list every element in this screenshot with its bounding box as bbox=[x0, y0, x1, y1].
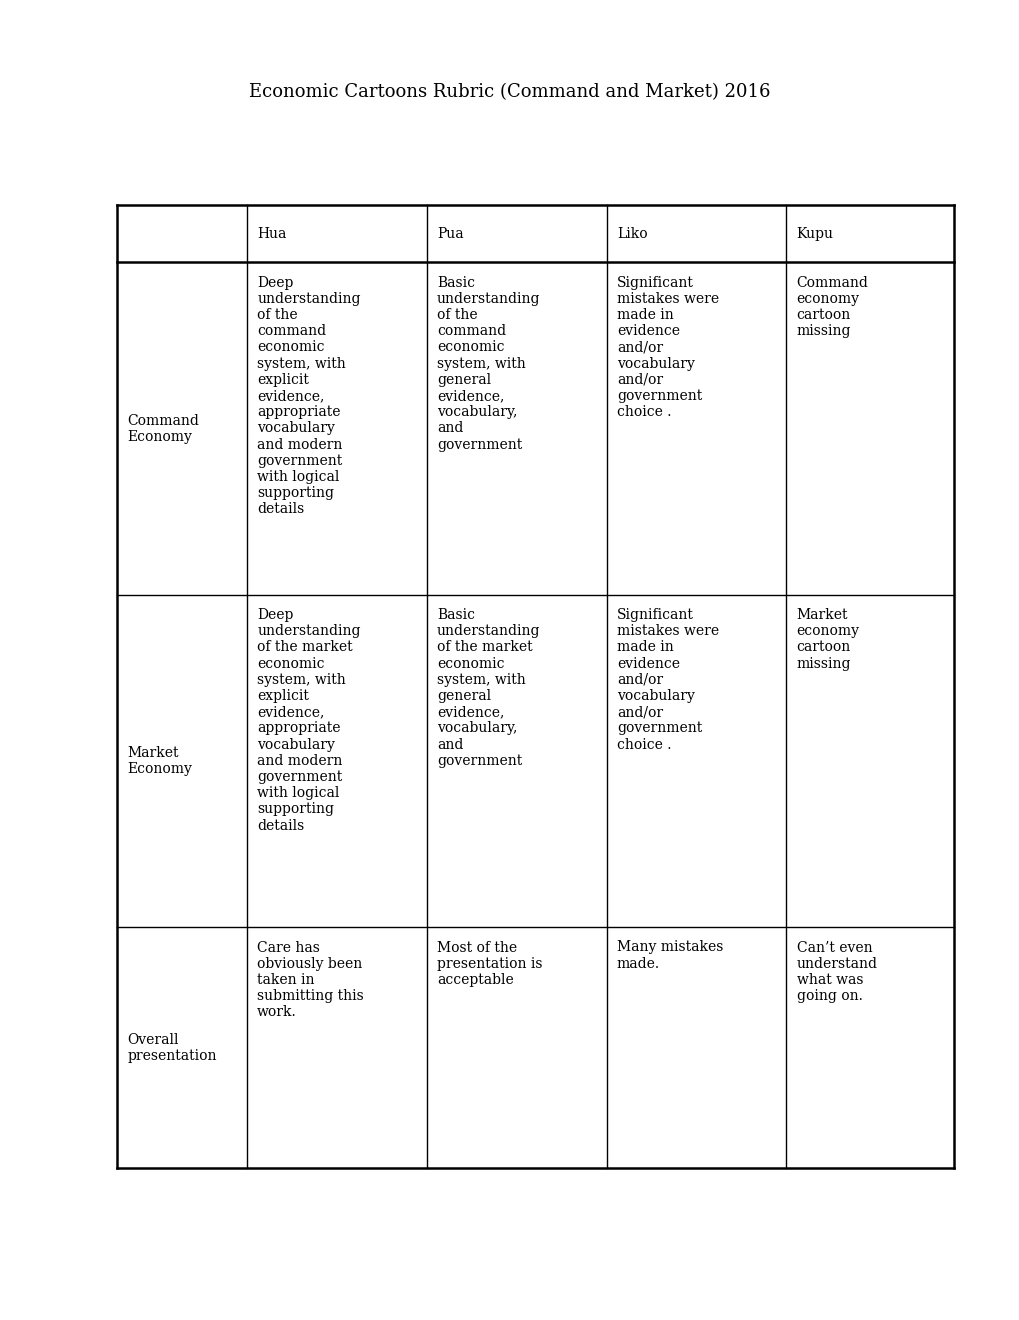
Text: Economic Cartoons Rubric (Command and Market) 2016: Economic Cartoons Rubric (Command and Ma… bbox=[249, 83, 770, 102]
Text: Basic
understanding
of the market
economic
system, with
general
evidence,
vocabu: Basic understanding of the market econom… bbox=[436, 609, 540, 768]
Text: Deep
understanding
of the market
economic
system, with
explicit
evidence,
approp: Deep understanding of the market economi… bbox=[257, 609, 361, 833]
Text: Market
economy
cartoon
missing: Market economy cartoon missing bbox=[796, 609, 859, 671]
Text: Significant
mistakes were
made in
evidence
and/or
vocabulary
and/or
government
c: Significant mistakes were made in eviden… bbox=[616, 276, 718, 420]
Text: Many mistakes
made.: Many mistakes made. bbox=[616, 940, 722, 970]
Text: Liko: Liko bbox=[616, 227, 647, 240]
Text: Hua: Hua bbox=[257, 227, 286, 240]
Text: Command
Economy: Command Economy bbox=[127, 413, 199, 444]
Text: Deep
understanding
of the
command
economic
system, with
explicit
evidence,
appro: Deep understanding of the command econom… bbox=[257, 276, 361, 516]
Text: Significant
mistakes were
made in
evidence
and/or
vocabulary
and/or
government
c: Significant mistakes were made in eviden… bbox=[616, 609, 718, 751]
Text: Most of the
presentation is
acceptable: Most of the presentation is acceptable bbox=[436, 940, 542, 987]
Text: Care has
obviously been
taken in
submitting this
work.: Care has obviously been taken in submitt… bbox=[257, 940, 364, 1019]
Text: Kupu: Kupu bbox=[796, 227, 833, 240]
Text: Market
Economy: Market Economy bbox=[127, 746, 193, 776]
Text: Can’t even
understand
what was
going on.: Can’t even understand what was going on. bbox=[796, 940, 876, 1003]
Text: Command
economy
cartoon
missing: Command economy cartoon missing bbox=[796, 276, 867, 338]
Text: Pua: Pua bbox=[436, 227, 464, 240]
Text: Basic
understanding
of the
command
economic
system, with
general
evidence,
vocab: Basic understanding of the command econo… bbox=[436, 276, 540, 451]
Text: Overall
presentation: Overall presentation bbox=[127, 1032, 217, 1063]
